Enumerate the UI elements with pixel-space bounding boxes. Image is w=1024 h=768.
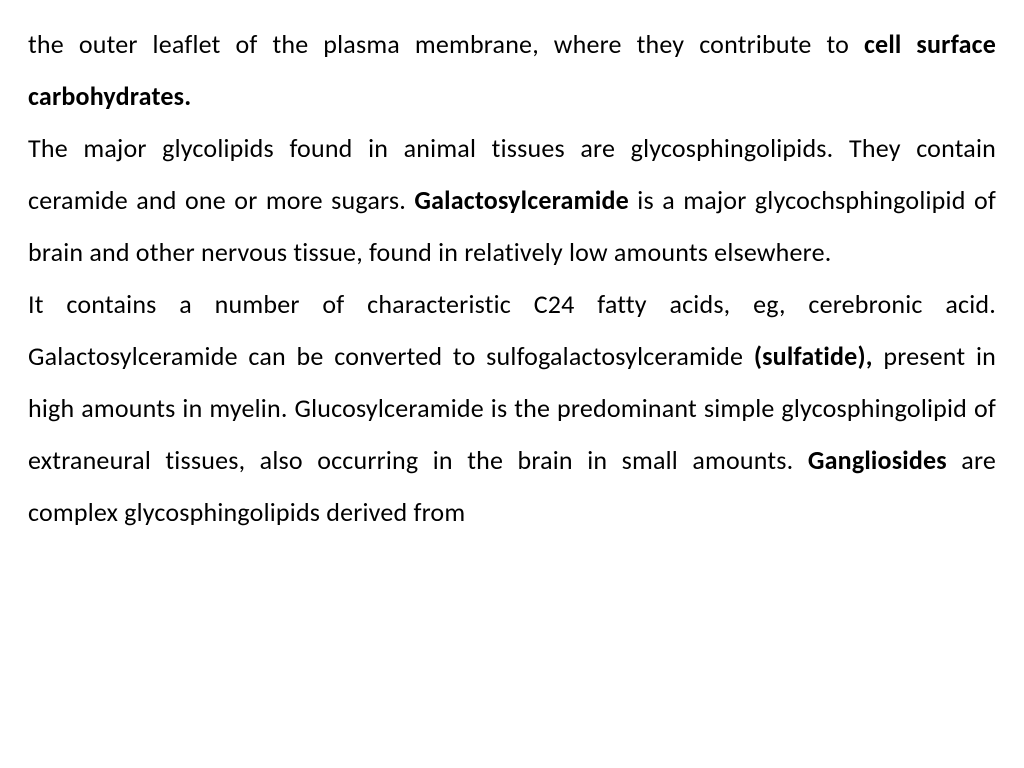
text-segment-bold: Galactosylceramide bbox=[414, 184, 629, 216]
text-segment: the outer leaflet of the plasma membrane… bbox=[28, 28, 864, 60]
paragraph-1: the outer leaflet of the plasma membrane… bbox=[28, 18, 996, 122]
document-body: the outer leaflet of the plasma membrane… bbox=[28, 18, 996, 538]
text-segment-bold: (sulfatide), bbox=[754, 340, 873, 372]
text-segment-bold: Gangliosides bbox=[808, 444, 947, 476]
paragraph-2: The major glycolipids found in animal ti… bbox=[28, 122, 996, 278]
paragraph-3: It contains a number of characteristic C… bbox=[28, 278, 996, 538]
